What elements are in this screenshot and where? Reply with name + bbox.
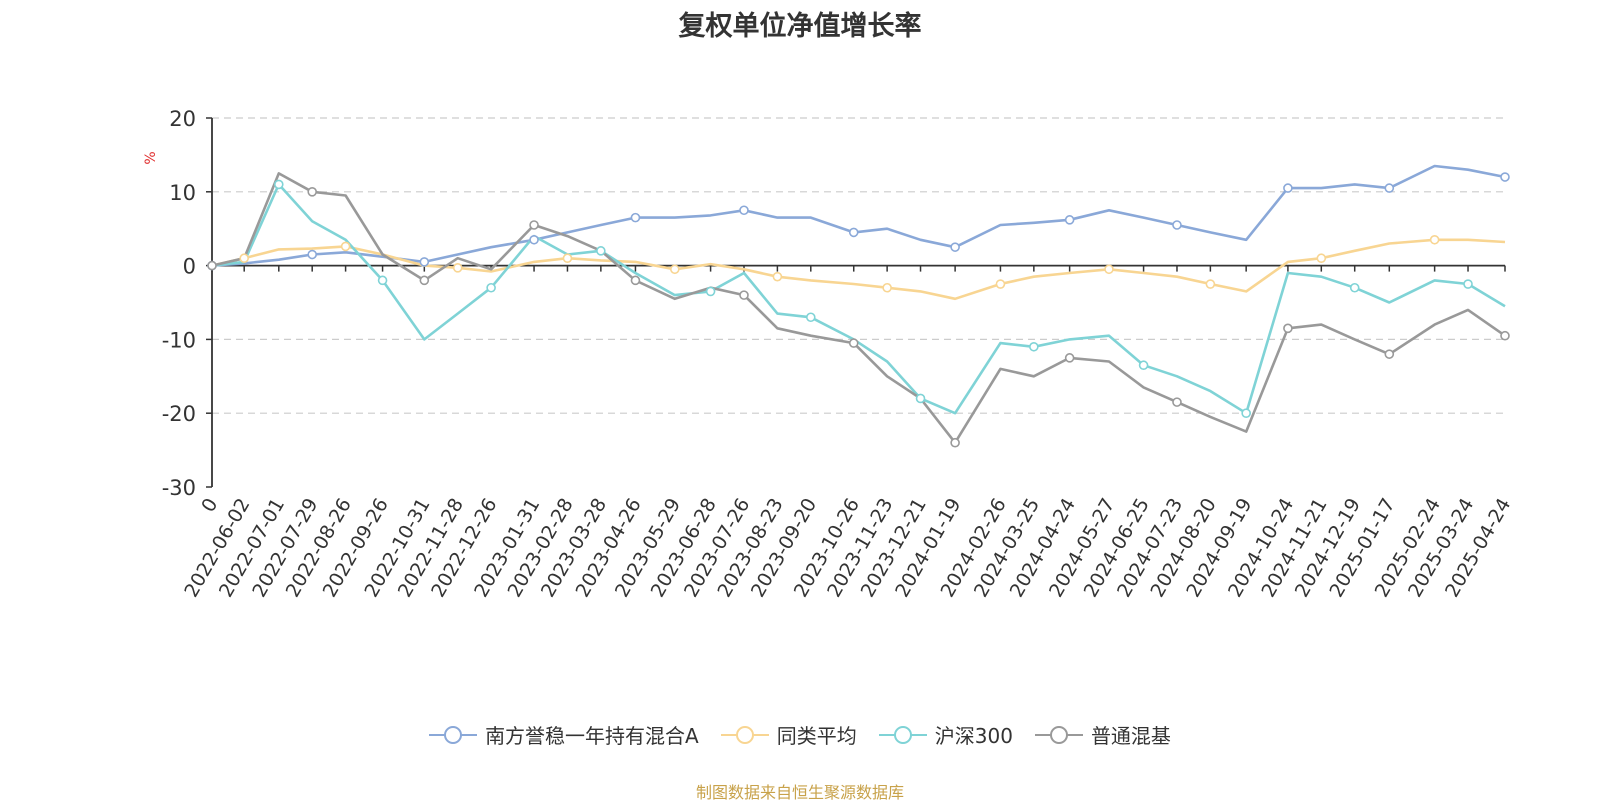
y-tick-label: 0 [183, 255, 196, 279]
legend-swatch-circle [444, 725, 463, 744]
line-chart: 20100-10-20-30%02022-06-022022-07-012022… [143, 107, 1515, 601]
series-line [211, 164, 1506, 267]
y-tick-label: 20 [169, 107, 196, 131]
series-marker [670, 264, 680, 275]
series-marker [1316, 253, 1327, 264]
series-marker [340, 241, 351, 252]
series-marker [1029, 341, 1039, 352]
series-markers [207, 172, 1510, 448]
series-marker [596, 246, 606, 256]
series-marker [950, 242, 960, 252]
series-marker [1283, 183, 1293, 193]
legend-swatch-circle [1049, 725, 1068, 744]
series-marker [529, 220, 539, 230]
y-tick-label: 10 [169, 181, 196, 205]
series-marker [562, 253, 573, 264]
series-marker [377, 275, 388, 286]
series-marker [239, 253, 250, 264]
series-marker [273, 179, 284, 190]
series-marker [419, 275, 430, 286]
series-marker [805, 312, 816, 323]
series-marker [995, 279, 1006, 289]
series-marker [950, 437, 960, 448]
legend-swatch-icon [429, 725, 478, 744]
series-marker [307, 249, 317, 260]
source-note: 制图数据来自恒生聚源数据库 [695, 783, 904, 802]
series-marker [630, 212, 641, 223]
y-tick-label: -30 [162, 476, 196, 500]
series-marker [1064, 215, 1075, 225]
legend-swatch-icon [1034, 725, 1083, 744]
series-marker [772, 271, 783, 282]
series-marker [1283, 323, 1293, 334]
series-marker [1064, 353, 1075, 363]
series-marker [705, 286, 716, 297]
legend-item[interactable]: 普通混基 [1034, 720, 1171, 749]
legend-swatch-icon [720, 725, 769, 744]
series-lines [211, 164, 1506, 444]
legend-label: 南方誉稳一年持有混合A [485, 724, 699, 748]
legend-item[interactable]: 同类平均 [720, 720, 857, 749]
series-marker [1241, 408, 1251, 419]
legend-swatch-circle [735, 725, 754, 744]
legend-swatch-circle [893, 725, 912, 744]
series-marker [739, 205, 749, 216]
series-marker [1429, 234, 1440, 245]
y-tick-label: -10 [162, 328, 196, 352]
series-marker [1463, 279, 1473, 289]
y-tick-label: -20 [162, 402, 196, 426]
series-marker [739, 290, 749, 300]
legend: 南方誉稳一年持有混合A 同类平均 沪深300 普通混基 [0, 720, 1600, 749]
series-marker [630, 275, 641, 286]
series-marker [1172, 397, 1182, 407]
y-axis-label: % [143, 151, 159, 164]
series-marker [1500, 172, 1510, 182]
legend-item[interactable]: 沪深300 [878, 720, 1013, 749]
legend-label: 普通混基 [1090, 724, 1171, 748]
series-marker [1384, 183, 1395, 193]
series-marker [1138, 360, 1149, 371]
series-marker [848, 227, 859, 238]
legend-label: 沪深300 [934, 724, 1013, 748]
legend-swatch-icon [878, 725, 927, 744]
series-marker [882, 282, 892, 293]
axes [206, 117, 1506, 488]
series-marker [1349, 282, 1360, 293]
chart-title: 复权单位净值增长率 [678, 11, 922, 42]
axis-labels: 20100-10-20-30%02022-06-022022-07-012022… [143, 107, 1515, 601]
series-marker [1384, 349, 1395, 359]
series-marker [915, 393, 926, 404]
series-marker [529, 234, 539, 245]
series-marker [1104, 264, 1114, 275]
series-marker [419, 257, 430, 267]
x-tick-label: 0 [197, 495, 222, 516]
series-marker [1205, 279, 1216, 289]
series-marker [848, 338, 859, 348]
legend-label: 同类平均 [776, 724, 857, 748]
series-marker [486, 282, 496, 293]
series-marker [1500, 330, 1510, 341]
series-line [211, 172, 1506, 444]
series-line [211, 183, 1506, 415]
series-marker [1172, 220, 1182, 230]
series-marker [452, 263, 463, 273]
legend-item[interactable]: 南方誉稳一年持有混合A [429, 720, 699, 749]
series-marker [307, 187, 317, 197]
series-marker [207, 260, 217, 271]
